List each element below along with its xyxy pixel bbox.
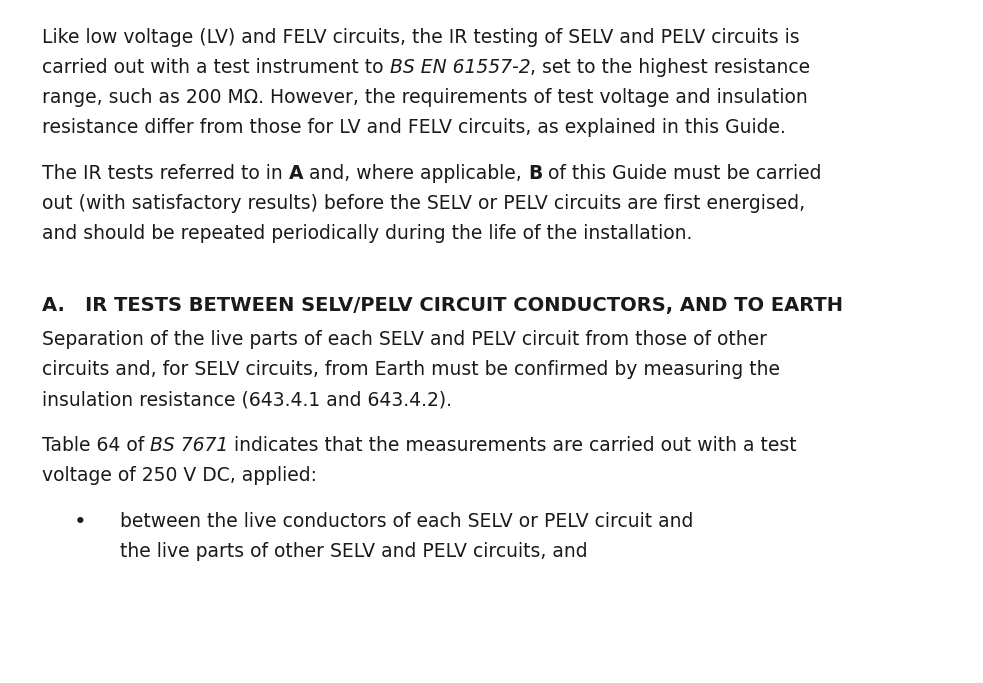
- Text: indicates that the measurements are carried out with a test: indicates that the measurements are carr…: [228, 436, 797, 455]
- Text: Like low voltage (LV) and FELV circuits, the IR testing of SELV and PELV circuit: Like low voltage (LV) and FELV circuits,…: [42, 28, 799, 47]
- Text: voltage of 250 V DC, applied:: voltage of 250 V DC, applied:: [42, 466, 317, 485]
- Text: carried out with a test instrument to: carried out with a test instrument to: [42, 58, 389, 77]
- Text: circuits and, for SELV circuits, from Earth must be confirmed by measuring the: circuits and, for SELV circuits, from Ea…: [42, 360, 780, 379]
- Text: BS 7671: BS 7671: [150, 436, 228, 455]
- Text: out (with satisfactory results) before the SELV or PELV circuits are first energ: out (with satisfactory results) before t…: [42, 194, 805, 213]
- Text: range, such as 200 MΩ. However, the requirements of test voltage and insulation: range, such as 200 MΩ. However, the requ…: [42, 88, 808, 107]
- Text: B: B: [528, 164, 543, 183]
- Text: Separation of the live parts of each SELV and PELV circuit from those of other: Separation of the live parts of each SEL…: [42, 330, 767, 349]
- Text: BS EN 61557-2: BS EN 61557-2: [389, 58, 530, 77]
- Text: the live parts of other SELV and PELV circuits, and: the live parts of other SELV and PELV ci…: [120, 542, 588, 561]
- Text: A: A: [289, 164, 303, 183]
- Text: resistance differ from those for LV and FELV circuits, as explained in this Guid: resistance differ from those for LV and …: [42, 118, 785, 137]
- Text: Table 64 of: Table 64 of: [42, 436, 150, 455]
- Text: The IR tests referred to in: The IR tests referred to in: [42, 164, 289, 183]
- Text: between the live conductors of each SELV or PELV circuit and: between the live conductors of each SELV…: [120, 512, 693, 531]
- Text: , set to the highest resistance: , set to the highest resistance: [530, 58, 810, 77]
- Text: insulation resistance (643.4.1 and 643.4.2).: insulation resistance (643.4.1 and 643.4…: [42, 390, 452, 409]
- Text: •: •: [74, 512, 87, 532]
- Text: and, where applicable,: and, where applicable,: [303, 164, 528, 183]
- Text: and should be repeated periodically during the life of the installation.: and should be repeated periodically duri…: [42, 224, 692, 243]
- Text: of this Guide must be carried: of this Guide must be carried: [543, 164, 822, 183]
- Text: A.   IR TESTS BETWEEN SELV/PELV CIRCUIT CONDUCTORS, AND TO EARTH: A. IR TESTS BETWEEN SELV/PELV CIRCUIT CO…: [42, 296, 843, 314]
